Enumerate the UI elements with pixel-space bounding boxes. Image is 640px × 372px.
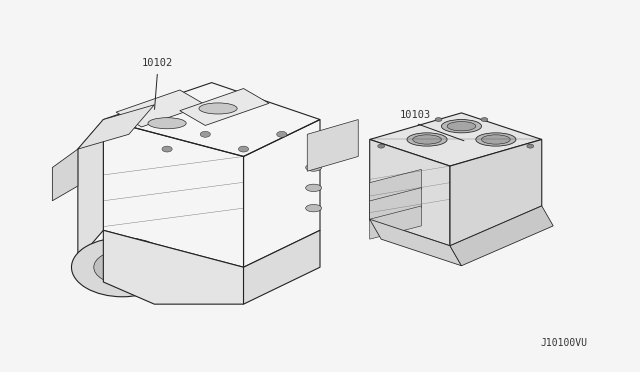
Circle shape bbox=[276, 131, 287, 137]
Ellipse shape bbox=[413, 135, 442, 144]
Circle shape bbox=[111, 260, 134, 274]
Polygon shape bbox=[370, 187, 421, 221]
Polygon shape bbox=[244, 230, 320, 304]
Ellipse shape bbox=[199, 103, 237, 114]
Polygon shape bbox=[370, 140, 450, 246]
Polygon shape bbox=[370, 206, 421, 239]
Ellipse shape bbox=[481, 135, 510, 144]
Polygon shape bbox=[307, 119, 358, 171]
Polygon shape bbox=[78, 119, 103, 260]
Circle shape bbox=[72, 238, 173, 297]
Polygon shape bbox=[52, 149, 78, 201]
Ellipse shape bbox=[306, 164, 321, 171]
Circle shape bbox=[481, 118, 488, 122]
Polygon shape bbox=[103, 230, 244, 304]
Polygon shape bbox=[116, 90, 205, 127]
Circle shape bbox=[200, 131, 211, 137]
Ellipse shape bbox=[476, 133, 516, 146]
Circle shape bbox=[435, 118, 442, 122]
Polygon shape bbox=[450, 206, 553, 266]
Circle shape bbox=[378, 144, 385, 148]
Polygon shape bbox=[370, 219, 461, 266]
Circle shape bbox=[239, 146, 248, 152]
Text: J10100VU: J10100VU bbox=[541, 339, 588, 349]
Ellipse shape bbox=[447, 122, 476, 131]
Ellipse shape bbox=[306, 184, 321, 192]
Text: 10103: 10103 bbox=[400, 109, 431, 119]
Polygon shape bbox=[450, 140, 541, 246]
Ellipse shape bbox=[306, 205, 321, 212]
Polygon shape bbox=[78, 105, 154, 149]
Ellipse shape bbox=[442, 119, 481, 133]
Polygon shape bbox=[370, 169, 421, 203]
Circle shape bbox=[94, 251, 151, 284]
Circle shape bbox=[162, 146, 172, 152]
Polygon shape bbox=[180, 89, 269, 125]
Ellipse shape bbox=[407, 133, 447, 146]
Text: 10102: 10102 bbox=[142, 58, 173, 68]
Circle shape bbox=[527, 144, 534, 148]
Polygon shape bbox=[370, 113, 541, 166]
Ellipse shape bbox=[148, 118, 186, 129]
